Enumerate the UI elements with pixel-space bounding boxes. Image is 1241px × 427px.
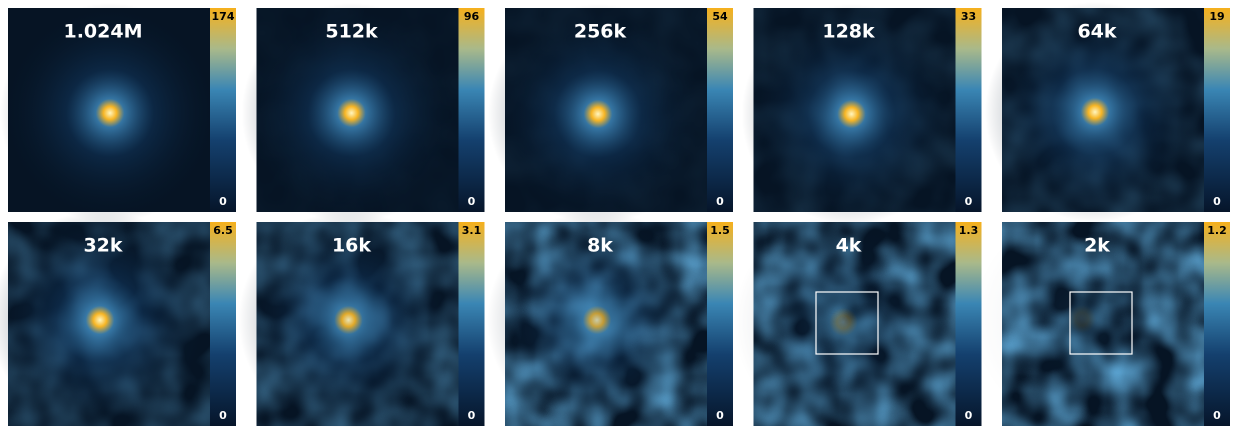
panel-title: 4k — [836, 235, 862, 257]
panels: 1.024M1740512k960256k540128k33064k19032k… — [0, 2, 1230, 427]
panel-title: 512k — [325, 21, 378, 43]
panel-title: 8k — [587, 235, 613, 257]
colorbar-min: 0 — [1213, 409, 1221, 422]
colorbar — [956, 8, 982, 212]
colorbar-min: 0 — [468, 195, 476, 208]
colorbar-max: 174 — [212, 10, 235, 23]
panel: 2k 1.2 0 — [972, 209, 1230, 427]
colorbar — [210, 222, 236, 426]
colorbar-max: 6.5 — [213, 224, 233, 237]
colorbar-min: 0 — [716, 409, 724, 422]
colorbar-max: 1.2 — [1207, 224, 1227, 237]
panel: 32k 6.5 0 — [0, 210, 236, 427]
colorbar-min: 0 — [716, 195, 724, 208]
panel: 256k 54 0 — [488, 4, 733, 224]
colorbar-max: 54 — [712, 10, 728, 23]
colorbar-max: 1.3 — [959, 224, 979, 237]
panel: 512k 96 0 — [242, 3, 485, 223]
page: {"panels": [ {"title": "1.024M", "cmax":… — [0, 0, 1241, 427]
colorbar-min: 0 — [965, 195, 973, 208]
panel-title: 64k — [1077, 21, 1116, 43]
colorbar — [459, 8, 485, 212]
colorbar-min: 0 — [219, 195, 227, 208]
panel-title: 128k — [822, 21, 875, 43]
colorbar — [1204, 8, 1230, 212]
panel-title: 1.024M — [63, 21, 142, 43]
panel: 8k 1.5 0 — [487, 210, 733, 427]
colorbar-min: 0 — [1213, 195, 1221, 208]
colorbar-min: 0 — [468, 409, 476, 422]
figure: 1.024M1740512k960256k540128k33064k19032k… — [0, 0, 1241, 427]
panel: 16k 3.1 0 — [239, 210, 485, 427]
panel-title: 16k — [332, 235, 371, 257]
colorbar-max: 19 — [1209, 10, 1224, 23]
colorbar-min: 0 — [965, 409, 973, 422]
colorbar-min: 0 — [219, 409, 227, 422]
heatmap-peak — [972, 209, 1192, 427]
colorbar-max: 1.5 — [710, 224, 730, 237]
colorbar — [707, 8, 733, 212]
colorbar — [210, 8, 236, 212]
panel: 128k 33 0 — [742, 4, 982, 224]
panel-title: 32k — [83, 235, 122, 257]
colorbar — [707, 222, 733, 426]
panel: 4k 1.3 0 — [734, 212, 982, 427]
panel-title: 2k — [1084, 235, 1110, 257]
colorbar-max: 96 — [464, 10, 480, 23]
panel: 64k 19 0 — [985, 2, 1230, 222]
colorbar — [459, 222, 485, 426]
panel: 1.024M 174 0 — [0, 3, 236, 223]
colorbar — [1204, 222, 1230, 426]
colorbar-max: 33 — [961, 10, 976, 23]
panel-title: 256k — [574, 21, 627, 43]
colorbar-max: 3.1 — [462, 224, 482, 237]
